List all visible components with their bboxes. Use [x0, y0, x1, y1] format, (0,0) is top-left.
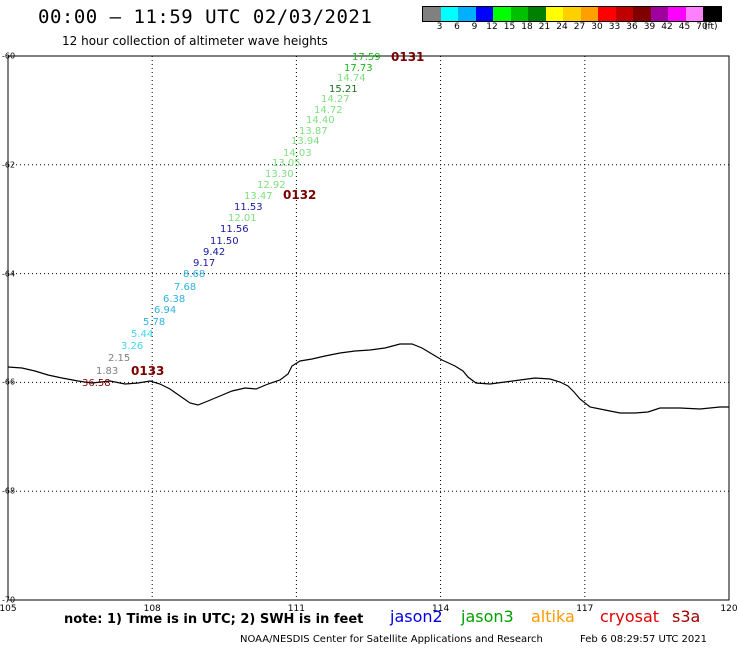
wave-height-label: 13.30 — [265, 169, 294, 180]
wave-height-label: 5.44 — [131, 329, 153, 340]
wave-height-label: 15.21 — [329, 84, 358, 95]
satellite-cryosat: cryosat — [600, 607, 660, 626]
pass-label-0132: 0132 — [283, 188, 316, 202]
legend-swatch — [685, 7, 703, 21]
legend-label: 9 — [471, 22, 478, 32]
legend-swatch — [458, 7, 476, 21]
grid-lines — [8, 56, 729, 600]
satellite-s3a: s3a — [672, 607, 701, 626]
legend-swatch — [580, 7, 598, 21]
wave-height-label: 13.05 — [272, 158, 301, 169]
legend-label: 36 — [626, 22, 638, 32]
legend-label: 45 — [678, 22, 691, 32]
wave-height-label: 14.03 — [283, 148, 312, 159]
wave-height-label: 9.17 — [193, 258, 215, 269]
x-tick-label: 108 — [143, 604, 161, 614]
y-tick-label: -66 — [2, 377, 16, 387]
legend-swatch — [510, 7, 528, 21]
legend-label: 70 — [696, 22, 708, 32]
wave-height-label: 36.58 — [82, 378, 111, 389]
y-tick-label: -62 — [2, 160, 16, 170]
legend-label: 30 — [591, 22, 603, 32]
legend-swatch — [650, 7, 668, 21]
wave-height-label: 14.72 — [314, 105, 343, 116]
wave-height-label: 5.78 — [143, 317, 165, 328]
legend-swatch — [563, 7, 581, 21]
wave-height-label: 14.40 — [306, 115, 335, 126]
wave-height-label: 14.74 — [337, 73, 366, 84]
wave-height-label: 1.83 — [96, 366, 118, 377]
legend-label: 12 — [486, 22, 498, 32]
legend-label: 6 — [454, 22, 460, 32]
legend-label: 15 — [503, 22, 516, 32]
legend-swatch — [493, 7, 511, 21]
legend-swatch — [703, 7, 721, 21]
legend-label: 39 — [643, 22, 656, 32]
y-tick-label: -64 — [2, 269, 16, 279]
legend-swatch — [423, 7, 441, 21]
y-tick-label: -60 — [2, 51, 16, 61]
credit-line: NOAA/NESDIS Center for Satellite Applica… — [240, 634, 543, 645]
x-tick-label: 117 — [576, 604, 594, 614]
wave-height-label: 13.47 — [244, 191, 273, 202]
wave-height-label: 11.53 — [234, 202, 263, 213]
x-tick-label: 105 — [0, 604, 17, 614]
x-tick-label: 120 — [720, 604, 738, 614]
wave-height-label: 2.15 — [108, 353, 130, 364]
legend-swatch — [440, 7, 458, 21]
wave-height-label: 17.59 — [352, 52, 381, 63]
legend-label: 24 — [556, 22, 568, 32]
wave-height-label: 13.87 — [299, 126, 328, 137]
y-tick-label: -68 — [2, 486, 16, 496]
legend-swatch — [615, 7, 633, 21]
wave-height-label: 11.56 — [220, 224, 249, 235]
legend-swatch — [668, 7, 686, 21]
wave-height-label: 14.27 — [321, 94, 350, 105]
coastline — [7, 343, 729, 414]
legend-swatch — [528, 7, 546, 21]
legend-label: 21 — [538, 22, 551, 32]
wave-height-label: 8.68 — [183, 269, 205, 280]
wave-height-label: 9.42 — [203, 247, 225, 258]
wave-height-label: 12.92 — [257, 180, 286, 191]
legend-label: (ft) — [703, 22, 718, 32]
legend-label: 18 — [521, 22, 533, 32]
legend-swatch — [598, 7, 616, 21]
pass-label-0133: 0133 — [131, 364, 164, 378]
legend-swatch — [633, 7, 651, 21]
wave-height-label: 17.73 — [344, 63, 373, 74]
satellite-jason2: jason2 — [390, 607, 443, 626]
legend-swatch — [545, 7, 563, 21]
map-title: 00:00 – 11:59 UTC 02/03/2021 — [38, 6, 373, 28]
footer-note: note: 1) Time is in UTC; 2) SWH is in fe… — [64, 612, 364, 627]
wave-height-label: 12.01 — [228, 213, 257, 224]
wave-height-label: 13.94 — [291, 136, 320, 147]
wave-height-label: 6.94 — [154, 305, 176, 316]
legend-label: 42 — [661, 22, 673, 32]
color-legend — [422, 6, 722, 22]
generated-timestamp: Feb 6 08:29:57 UTC 2021 — [580, 634, 707, 645]
y-tick-label: -70 — [2, 595, 16, 605]
legend-label: 3 — [436, 22, 443, 32]
wave-height-label: 11.50 — [210, 236, 239, 247]
satellite-altika: altika — [531, 607, 575, 626]
plot-frame — [7, 55, 730, 601]
wave-height-labels: 17.5917.7314.7415.2114.2714.7214.4013.87… — [82, 52, 381, 389]
x-tick-label: 111 — [287, 604, 305, 614]
wave-height-label: 7.68 — [174, 282, 196, 293]
map-subtitle: 12 hour collection of altimeter wave hei… — [62, 34, 328, 48]
legend-swatch — [475, 7, 493, 21]
legend-label: 27 — [573, 22, 586, 32]
wave-height-label: 3.26 — [121, 341, 143, 352]
pass-label-0131: 0131 — [391, 50, 424, 64]
wave-height-label: 6.38 — [163, 294, 185, 305]
x-tick-label: 114 — [432, 604, 450, 614]
satellite-jason3: jason3 — [461, 607, 514, 626]
legend-label: 33 — [608, 22, 621, 32]
